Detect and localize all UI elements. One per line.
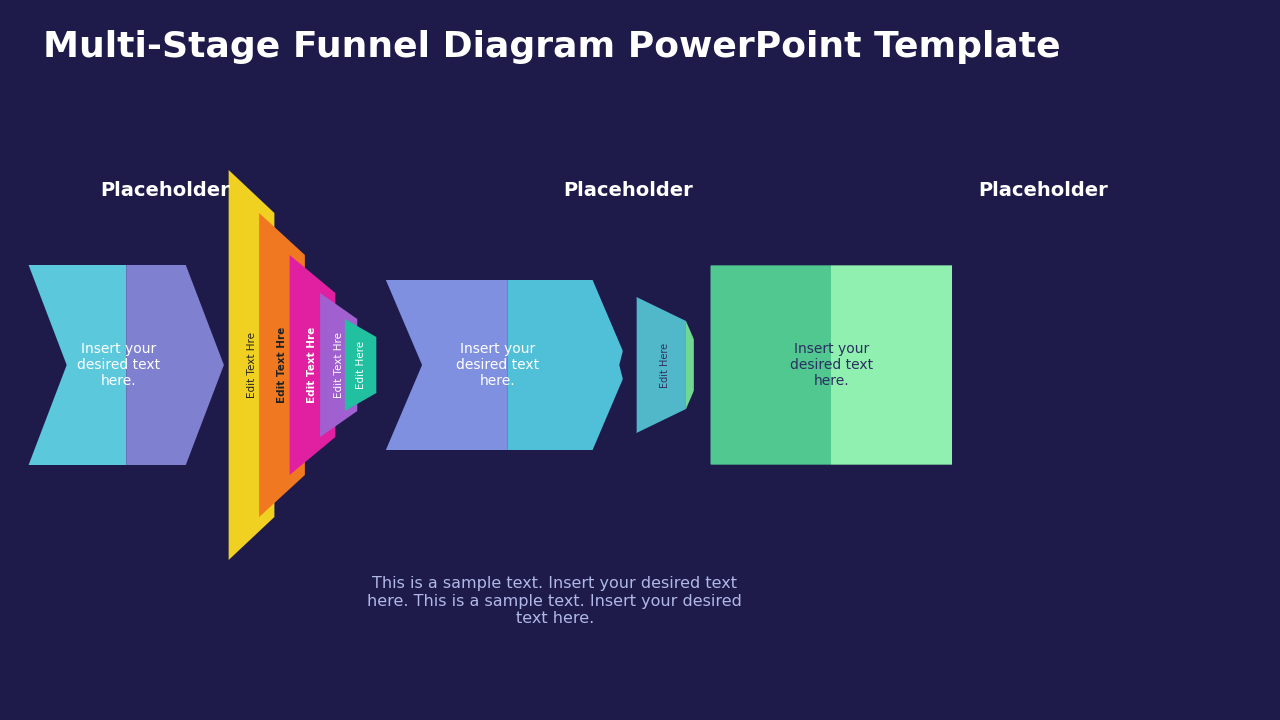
Polygon shape <box>636 297 686 433</box>
Polygon shape <box>259 213 305 517</box>
Text: Insert your
desired text
here.: Insert your desired text here. <box>77 342 160 388</box>
Polygon shape <box>344 319 376 411</box>
Polygon shape <box>28 265 127 465</box>
Polygon shape <box>289 255 335 475</box>
Text: Insert your
desired text
here.: Insert your desired text here. <box>456 342 539 388</box>
Text: Placeholder: Placeholder <box>978 181 1107 200</box>
Text: Edit Text Hre: Edit Text Hre <box>276 327 287 403</box>
Text: Edit Here: Edit Here <box>660 343 669 387</box>
Text: Placeholder: Placeholder <box>563 181 692 200</box>
Text: Placeholder: Placeholder <box>100 181 229 200</box>
Polygon shape <box>229 170 274 560</box>
Text: Insert your
desired text
here.: Insert your desired text here. <box>790 342 873 388</box>
Polygon shape <box>620 297 636 433</box>
Text: Edit Text Hre: Edit Text Hre <box>247 332 256 398</box>
FancyBboxPatch shape <box>831 265 952 465</box>
Polygon shape <box>127 265 224 465</box>
Text: This is a sample text. Insert your desired text
here. This is a sample text. Ins: This is a sample text. Insert your desir… <box>367 576 742 626</box>
Polygon shape <box>320 293 357 437</box>
Text: Multi-Stage Funnel Diagram PowerPoint Template: Multi-Stage Funnel Diagram PowerPoint Te… <box>42 30 1061 64</box>
Text: Edit Here: Edit Here <box>356 341 366 389</box>
Polygon shape <box>507 280 628 450</box>
Polygon shape <box>686 321 705 409</box>
FancyBboxPatch shape <box>703 257 960 473</box>
Text: Edit Text Hre: Edit Text Hre <box>307 327 317 403</box>
Polygon shape <box>385 280 507 450</box>
Text: Edit Text Hre: Edit Text Hre <box>334 332 344 398</box>
